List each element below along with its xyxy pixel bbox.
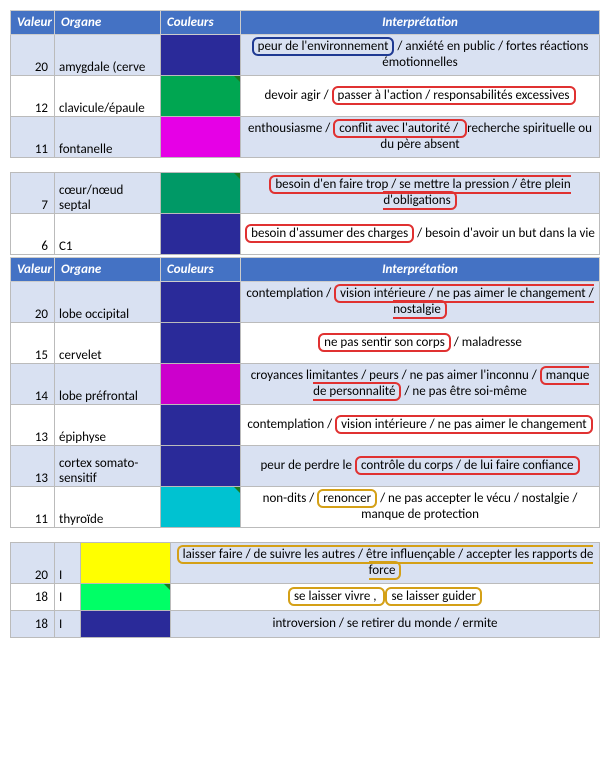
cell-valeur: 6: [11, 214, 55, 255]
table-row: 15 cervelet ne pas sentir son corps / ma…: [11, 323, 600, 364]
cell-couleur: [161, 364, 241, 405]
cell-couleur: [161, 117, 241, 158]
cell-organe: épiphyse: [55, 405, 161, 446]
cell-organe: cortex somato-sensitif: [55, 446, 161, 487]
cell-couleur: [161, 173, 241, 214]
table-row: 13 épiphyse contemplation / vision intér…: [11, 405, 600, 446]
col-couleurs: Couleurs: [161, 258, 241, 282]
table-section-2: Valeur Organe Couleurs Interprétation 20…: [10, 257, 600, 528]
cell-organe: C1: [55, 214, 161, 255]
col-interp: Interprétation: [241, 11, 600, 35]
col-valeur: Valeur: [11, 258, 55, 282]
header-row: Valeur Organe Couleurs Interprétation: [11, 11, 600, 35]
cell-interp: besoin d'en faire trop / se mettre la pr…: [241, 173, 600, 214]
header-row: Valeur Organe Couleurs Interprétation: [11, 258, 600, 282]
col-interp: Interprétation: [241, 258, 600, 282]
table-row: 20 lobe occipital contemplation / vision…: [11, 282, 600, 323]
cell-organe: I: [55, 611, 81, 638]
table-row: 6 C1 besoin d'assumer des charges / beso…: [11, 214, 600, 255]
cell-interp: peur de perdre le contrôle du corps / de…: [241, 446, 600, 487]
cell-valeur: 18: [11, 584, 55, 611]
table-row: 7 cœur/nœud septal besoin d'en faire tro…: [11, 173, 600, 214]
table-row: 13 cortex somato-sensitif peur de perdre…: [11, 446, 600, 487]
cell-valeur: 7: [11, 173, 55, 214]
cell-organe: cervelet: [55, 323, 161, 364]
triangle-icon: [234, 173, 240, 179]
cell-interp: contemplation / vision intérieure / ne p…: [241, 282, 600, 323]
cell-interp: laisser faire / de suivre les autres / ê…: [171, 543, 600, 584]
cell-couleur: [161, 487, 241, 528]
cell-interp: devoir agir / passer à l'action / respon…: [241, 76, 600, 117]
cell-organe: amygdale (cerve: [55, 35, 161, 76]
cell-interp: introversion / se retirer du monde / erm…: [171, 611, 600, 638]
cell-organe: I: [55, 543, 81, 584]
cell-valeur: 14: [11, 364, 55, 405]
cell-valeur: 11: [11, 487, 55, 528]
cell-valeur: 13: [11, 405, 55, 446]
cell-couleur: [81, 584, 171, 611]
col-organe: Organe: [55, 11, 161, 35]
table-row: 14 lobe préfrontal croyances limitantes …: [11, 364, 600, 405]
table-row: 18 I introversion / se retirer du monde …: [11, 611, 600, 638]
cell-valeur: 15: [11, 323, 55, 364]
table-section-3: 20 I laisser faire / de suivre les autre…: [10, 542, 600, 638]
col-couleurs: Couleurs: [161, 11, 241, 35]
cell-interp: enthousiasme / conflit avec l'autorité /…: [241, 117, 600, 158]
cell-interp: non-dits / renoncer / ne pas accepter le…: [241, 487, 600, 528]
cell-couleur: [81, 611, 171, 638]
cell-organe: cœur/nœud septal: [55, 173, 161, 214]
triangle-icon: [164, 584, 170, 590]
table-section-1: Valeur Organe Couleurs Interprétation 20…: [10, 10, 600, 158]
table-section-1b: 7 cœur/nœud septal besoin d'en faire tro…: [10, 172, 600, 255]
cell-valeur: 12: [11, 76, 55, 117]
cell-organe: lobe préfrontal: [55, 364, 161, 405]
cell-interp: contemplation / vision intérieure / ne p…: [241, 405, 600, 446]
col-valeur: Valeur: [11, 11, 55, 35]
cell-organe: clavicule/épaule: [55, 76, 161, 117]
cell-interp: se laisser vivre , se laisser guider: [171, 584, 600, 611]
table-row: 11 fontanelle enthousiasme / conflit ave…: [11, 117, 600, 158]
cell-couleur: [161, 76, 241, 117]
cell-couleur: [161, 405, 241, 446]
cell-organe: fontanelle: [55, 117, 161, 158]
cell-valeur: 20: [11, 543, 55, 584]
cell-interp: peur de l'environnement / anxiété en pub…: [241, 35, 600, 76]
table-row: 18 I se laisser vivre , se laisser guide…: [11, 584, 600, 611]
table-row: 20 amygdale (cerve peur de l'environneme…: [11, 35, 600, 76]
triangle-icon: [234, 76, 240, 82]
cell-valeur: 13: [11, 446, 55, 487]
cell-valeur: 20: [11, 282, 55, 323]
cell-interp: besoin d'assumer des charges / besoin d'…: [241, 214, 600, 255]
cell-couleur: [161, 214, 241, 255]
triangle-icon: [234, 487, 240, 493]
cell-interp: ne pas sentir son corps / maladresse: [241, 323, 600, 364]
cell-organe: thyroïde: [55, 487, 161, 528]
cell-couleur: [161, 282, 241, 323]
cell-organe: I: [55, 584, 81, 611]
cell-valeur: 20: [11, 35, 55, 76]
cell-interp: croyances limitantes / peurs / ne pas ai…: [241, 364, 600, 405]
table-row: 20 I laisser faire / de suivre les autre…: [11, 543, 600, 584]
cell-organe: lobe occipital: [55, 282, 161, 323]
cell-valeur: 18: [11, 611, 55, 638]
cell-couleur: [161, 35, 241, 76]
table-row: 12 clavicule/épaule devoir agir / passer…: [11, 76, 600, 117]
cell-valeur: 11: [11, 117, 55, 158]
cell-couleur: [161, 446, 241, 487]
col-organe: Organe: [55, 258, 161, 282]
table-row: 11 thyroïde non-dits / renoncer / ne pas…: [11, 487, 600, 528]
cell-couleur: [81, 543, 171, 584]
cell-couleur: [161, 323, 241, 364]
